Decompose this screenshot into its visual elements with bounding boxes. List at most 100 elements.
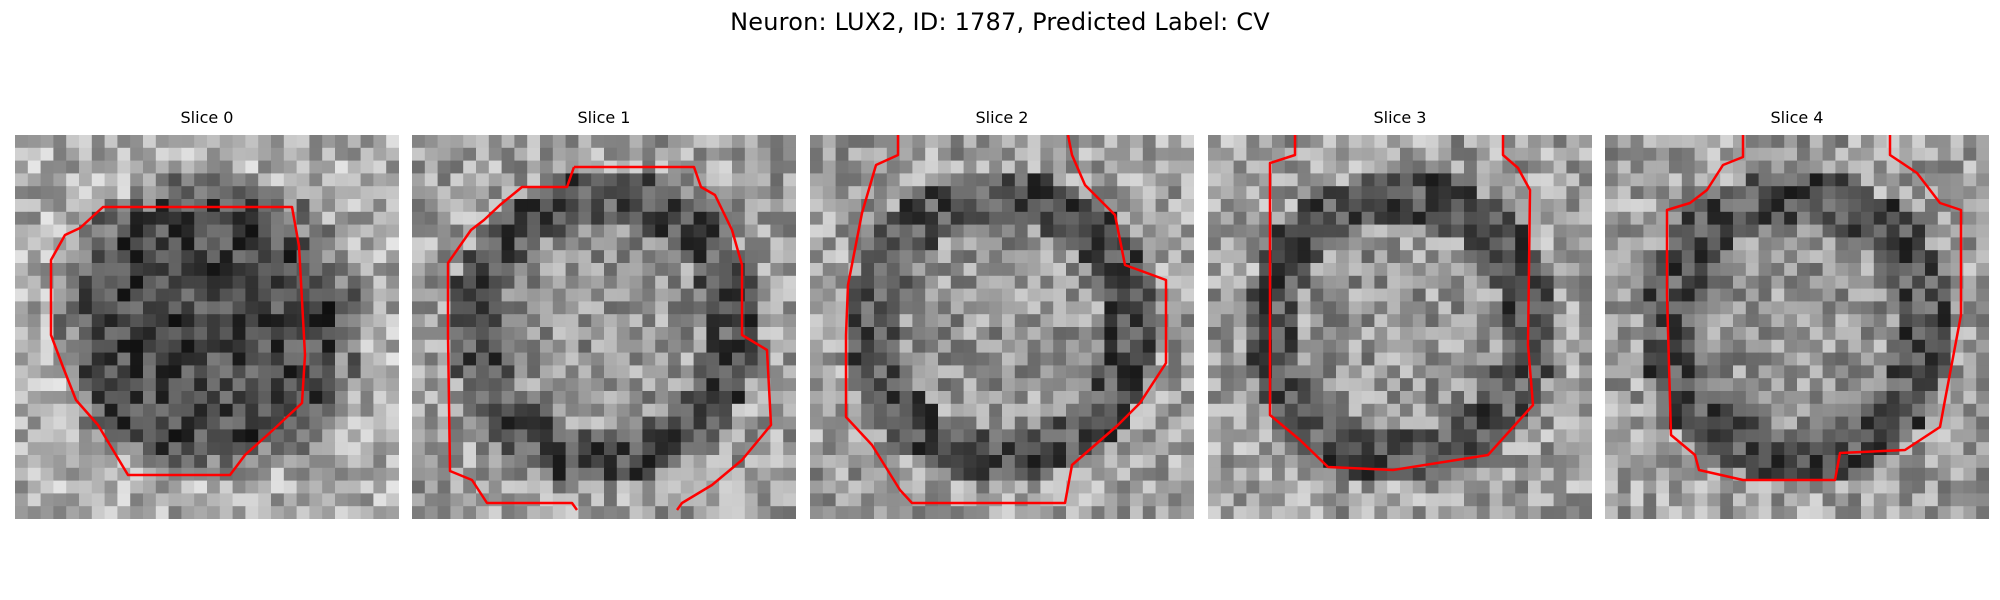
pixel [1515, 378, 1529, 392]
pixel [1002, 263, 1016, 277]
pixel [1208, 147, 1222, 161]
pixel [1400, 378, 1414, 392]
pixel [271, 160, 285, 174]
pixel [1540, 493, 1554, 507]
pixel [1528, 224, 1542, 238]
pixel [1091, 365, 1105, 379]
pixel [155, 211, 169, 225]
pixel [963, 506, 977, 519]
pixel [604, 506, 618, 519]
pixel [719, 314, 733, 328]
pixel [552, 506, 566, 519]
pixel [1425, 455, 1439, 469]
pixel [322, 301, 336, 315]
pixel [309, 186, 323, 200]
pixel [1142, 365, 1156, 379]
pixel [680, 199, 694, 213]
pixel [476, 352, 490, 366]
pixel [1181, 263, 1194, 277]
pixel [680, 288, 694, 302]
pixel [655, 263, 669, 277]
pixel [1515, 442, 1529, 456]
pixel [1476, 173, 1490, 187]
pixel [1579, 199, 1592, 213]
pixel [1886, 275, 1900, 289]
pixel [1259, 416, 1273, 430]
pixel [1400, 339, 1414, 353]
pixel [642, 237, 656, 251]
pixel [950, 429, 964, 443]
pixel [1656, 455, 1670, 469]
pixel [616, 416, 630, 430]
pixel [360, 199, 374, 213]
pixel [1758, 506, 1772, 519]
pixel [360, 288, 374, 302]
pixel [1400, 365, 1414, 379]
pixel [1233, 224, 1247, 238]
pixel [53, 442, 67, 456]
pixel [1835, 301, 1849, 315]
pixel [1412, 301, 1426, 315]
pixel [1117, 186, 1131, 200]
pixel [1912, 365, 1926, 379]
pixel [1348, 352, 1362, 366]
pixel [1400, 314, 1414, 328]
pixel [1284, 224, 1298, 238]
pixel [488, 391, 502, 405]
pixel [668, 263, 682, 277]
pixel [1220, 314, 1234, 328]
pixel [642, 403, 656, 417]
pixel [642, 275, 656, 289]
pixel [565, 403, 579, 417]
pixel [181, 416, 195, 430]
pixel [1733, 429, 1747, 443]
pixel [963, 391, 977, 405]
pixel [1040, 173, 1054, 187]
pixel [591, 224, 605, 238]
pixel [527, 493, 541, 507]
pixel [117, 391, 131, 405]
pixel [194, 339, 208, 353]
pixel [463, 391, 477, 405]
pixel [1002, 275, 1016, 289]
pixel [1886, 224, 1900, 238]
pixel [450, 493, 464, 507]
pixel [1605, 352, 1619, 366]
pixel [1873, 493, 1887, 507]
pixel [373, 173, 387, 187]
pixel [309, 237, 323, 251]
pixel [1630, 314, 1644, 328]
pixel [1208, 288, 1222, 302]
pixel [1515, 224, 1529, 238]
pixel [104, 275, 118, 289]
pixel [1438, 250, 1452, 264]
pixel [1681, 160, 1695, 174]
pixel [963, 365, 977, 379]
pixel [181, 506, 195, 519]
pixel [1579, 455, 1592, 469]
pixel [66, 493, 80, 507]
pixel [1848, 467, 1862, 481]
pixel [578, 327, 592, 341]
pixel [693, 416, 707, 430]
pixel [886, 301, 900, 315]
pixel [412, 147, 426, 161]
pixel [1066, 442, 1080, 456]
pixel [886, 224, 900, 238]
pixel [155, 416, 169, 430]
pixel [155, 314, 169, 328]
pixel [207, 352, 221, 366]
pixel [386, 199, 399, 213]
pixel [861, 455, 875, 469]
pixel [1412, 237, 1426, 251]
pixel [783, 429, 796, 443]
pixel [783, 327, 796, 341]
pixel [1873, 327, 1887, 341]
pixel [886, 186, 900, 200]
pixel [1425, 403, 1439, 417]
pixel [848, 455, 862, 469]
pixel [1142, 352, 1156, 366]
pixel [835, 301, 849, 315]
pixel [40, 237, 54, 251]
pixel [207, 339, 221, 353]
